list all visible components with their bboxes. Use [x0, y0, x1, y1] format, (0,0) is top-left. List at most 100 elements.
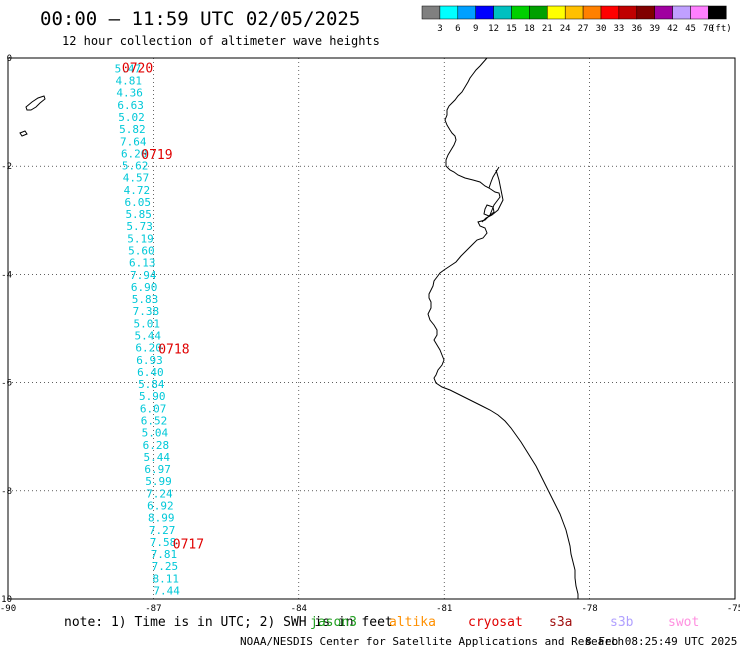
- wave-height-value: 7.25: [152, 560, 179, 573]
- legend-swatch: [708, 5, 727, 20]
- map-title: 00:00 – 11:59 UTC 02/05/2025: [40, 8, 360, 30]
- wave-height-value: 5.84: [138, 378, 165, 391]
- latitude-tick: 0: [7, 54, 12, 64]
- wave-height-value: 5.99: [145, 475, 172, 488]
- satellite-cryosat: cryosat: [468, 615, 523, 630]
- note-prefix: note: 1) Time is in UTC; 2) SWH is in fe…: [64, 615, 393, 630]
- note-line: note: 1) Time is in UTC; 2) SWH is in fe…: [64, 615, 393, 630]
- longitude-tick-labels: -90 -87 -84 -81 -78 -75: [0, 604, 740, 614]
- wave-height-value: 7.24: [146, 487, 173, 500]
- latitude-tick-labels: 0 -2 -4 -6 -8 -10: [0, 54, 12, 605]
- wave-height-value: 6.05: [125, 196, 152, 209]
- satellite-s3b: s3b: [610, 615, 634, 630]
- wave-height-value: 5.83: [132, 293, 159, 306]
- legend-swatch: [582, 5, 602, 20]
- legend-label: 42: [667, 24, 678, 34]
- satellite-jason3: jason3: [310, 615, 357, 630]
- wave-height-value: 5.60: [128, 245, 155, 258]
- legend-label: 36: [631, 24, 642, 34]
- wave-height-value: 4.36: [116, 87, 143, 100]
- wave-height-value: 6.20: [121, 147, 147, 160]
- wave-height-value: 5.62: [122, 160, 148, 173]
- galapagos-isabela: [25, 95, 46, 111]
- wave-height-value: 6.28: [143, 439, 170, 452]
- longitude-tick: -78: [581, 604, 597, 614]
- legend-label: 70: [703, 24, 714, 34]
- latitude-tick: -4: [1, 270, 12, 280]
- wave-height-value: 7.81: [151, 548, 178, 561]
- wave-height-value: 5.73: [126, 220, 153, 233]
- map-subtitle: 12 hour collection of altimeter wave hei…: [62, 34, 380, 48]
- wave-height-value: 5.44: [143, 451, 170, 464]
- legend-swatch: [654, 5, 673, 20]
- legend-label: 15: [506, 24, 517, 34]
- gulf-of-guayaquil-inner: [481, 166, 504, 223]
- wave-height-value: 7.94: [130, 269, 157, 282]
- wave-height-value: 7.44: [153, 584, 180, 597]
- wave-height-value: 4.57: [123, 172, 149, 185]
- legend-swatch: [690, 5, 709, 20]
- legend-swatch: [439, 5, 459, 20]
- legend-swatch: [564, 5, 584, 20]
- legend-label: 30: [596, 24, 607, 34]
- wave-height-value: 7.38: [133, 305, 160, 318]
- wave-height-value: 6.92: [147, 499, 174, 512]
- altimeter-track: 5.474.814.366.635.025.827.646.205.624.57…: [115, 62, 181, 597]
- wave-height-value: 6.97: [144, 463, 171, 476]
- wave-height-value: 7.27: [149, 524, 176, 537]
- pass-time-label: 0718: [158, 343, 189, 358]
- legend-swatch: [493, 5, 512, 20]
- wave-height-value: 5.44: [134, 330, 161, 343]
- latitude-tick: -2: [1, 162, 12, 172]
- legend-label: 6: [455, 24, 460, 34]
- legend-swatch: [421, 5, 441, 20]
- wave-height-value: 8.11: [152, 572, 179, 585]
- color-legend: [421, 5, 727, 20]
- legend-labels: 3 6 9 12 15 18 21 24 27 30 33 36 39 42 45 70: [437, 24, 714, 34]
- pass-time-label: 0719: [141, 148, 172, 163]
- footer-timestamp: 8 Feb 08:25:49 UTC 2025: [585, 635, 737, 648]
- wave-height-value: 8.99: [148, 512, 175, 525]
- wave-height-value: 7.64: [120, 135, 147, 148]
- wave-height-value: 5.19: [127, 232, 154, 245]
- puna-island: [483, 204, 495, 217]
- legend-swatch: [511, 5, 530, 20]
- wave-height-value: 6.07: [140, 402, 167, 415]
- legend-label: 33: [613, 24, 624, 34]
- longitude-tick: -90: [0, 604, 16, 614]
- wave-height-value: 6.52: [141, 415, 168, 428]
- legend-label: 18: [524, 24, 535, 34]
- wave-height-value: 5.47: [115, 62, 142, 75]
- legend-label: 9: [473, 24, 478, 34]
- galapagos-small-island: [19, 130, 28, 137]
- legend-swatch: [600, 5, 620, 20]
- wave-height-value: 6.40: [137, 366, 164, 379]
- wave-height-value: 5.82: [119, 123, 146, 136]
- latitude-tick: -10: [0, 595, 12, 605]
- legend-label: 21: [542, 24, 553, 34]
- coastline: [19, 57, 579, 599]
- wave-height-value: 5.90: [139, 390, 166, 403]
- wave-height-value: 6.20: [135, 342, 162, 355]
- pass-time-labels: 0720 0719 0718 0717: [122, 61, 204, 552]
- satellite-swot: swot: [668, 615, 699, 630]
- pass-time-label: 0720: [122, 61, 153, 76]
- satellite-altika: altika: [389, 615, 436, 630]
- legend-label: 24: [560, 24, 571, 34]
- wave-height-value: 6.90: [131, 281, 158, 294]
- pass-time-label: 0717: [173, 537, 204, 552]
- legend-label: 39: [649, 24, 660, 34]
- longitude-tick: -81: [436, 604, 452, 614]
- longitude-tick: -84: [291, 604, 307, 614]
- wave-height-value: 6.13: [129, 257, 156, 270]
- legend-swatch: [547, 5, 566, 20]
- south-america-coast: [427, 57, 579, 599]
- wave-height-value: 4.72: [124, 184, 151, 197]
- wave-height-value: 5.01: [134, 317, 161, 330]
- legend-label: 12: [488, 24, 499, 34]
- legend-swatch: [618, 5, 638, 20]
- wave-height-value: 5.04: [142, 427, 169, 440]
- wave-height-value: 5.85: [125, 208, 152, 221]
- latitude-tick: -8: [1, 487, 12, 497]
- legend-swatch: [457, 5, 476, 20]
